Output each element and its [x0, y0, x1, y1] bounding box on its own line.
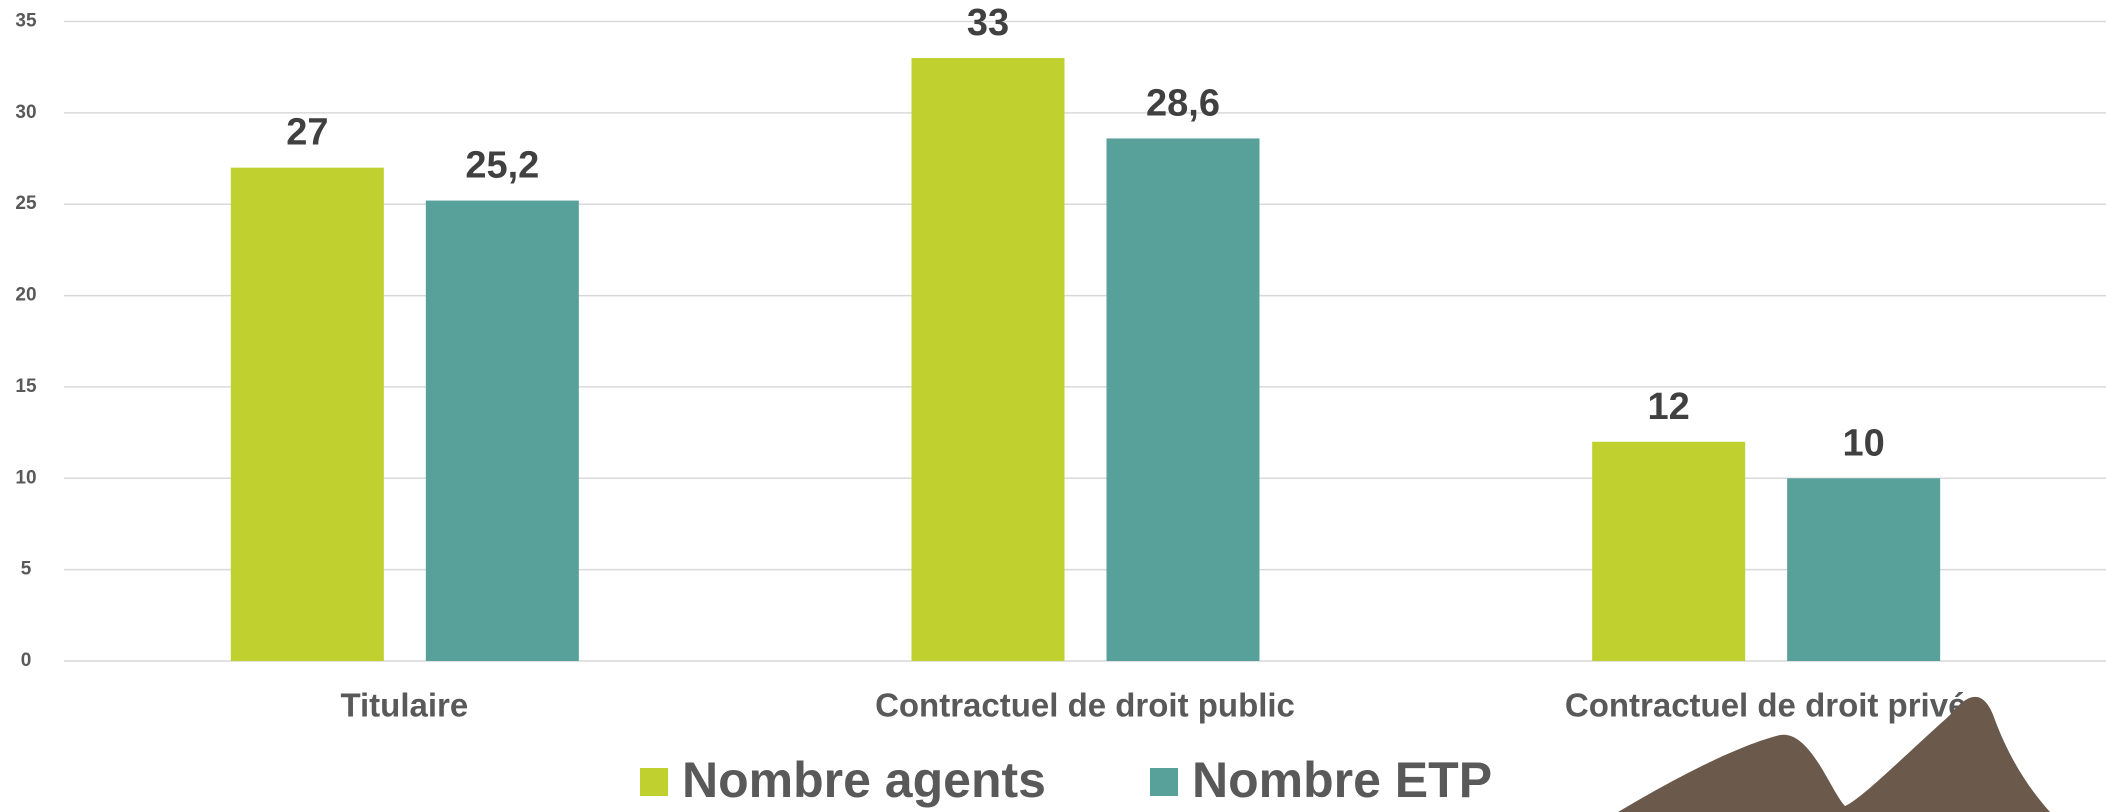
bar — [231, 168, 384, 661]
y-tick-label: 15 — [15, 376, 37, 397]
bar — [426, 201, 579, 661]
x-tick-label: Contractuel de droit public — [875, 687, 1295, 724]
y-tick-label: 20 — [15, 285, 36, 306]
y-tick-label: 25 — [15, 193, 37, 214]
value-label: 28,6 — [1146, 82, 1220, 124]
y-tick-label: 5 — [21, 559, 32, 580]
legend-swatch — [1150, 768, 1178, 796]
chart: 0 5 10 15 20 25 30 35 Titulaire 27 25,2 Contractuel… — [0, 0, 2106, 812]
bar — [1787, 478, 1940, 661]
y-tick-label: 10 — [15, 467, 36, 488]
page: 0 5 10 15 20 25 30 35 Titulaire 27 25,2 Contractuel… — [0, 0, 2106, 812]
legend-label: Nombre agents — [682, 752, 1046, 808]
x-tick-label: Contractuel de droit privé — [1565, 687, 1967, 724]
legend-swatch — [640, 768, 668, 796]
bar — [1592, 442, 1745, 661]
legend-label: Nombre ETP — [1192, 752, 1492, 808]
value-label: 27 — [286, 112, 328, 154]
value-label: 33 — [967, 2, 1009, 44]
y-tick-label: 30 — [15, 102, 36, 123]
y-tick-label: 0 — [21, 650, 32, 671]
value-label: 10 — [1843, 422, 1885, 464]
bar — [912, 58, 1065, 661]
y-tick-label: 35 — [15, 11, 37, 32]
value-label: 25,2 — [465, 145, 539, 187]
bar — [1107, 138, 1260, 661]
x-tick-label: Titulaire — [340, 687, 468, 724]
value-label: 12 — [1648, 386, 1690, 428]
